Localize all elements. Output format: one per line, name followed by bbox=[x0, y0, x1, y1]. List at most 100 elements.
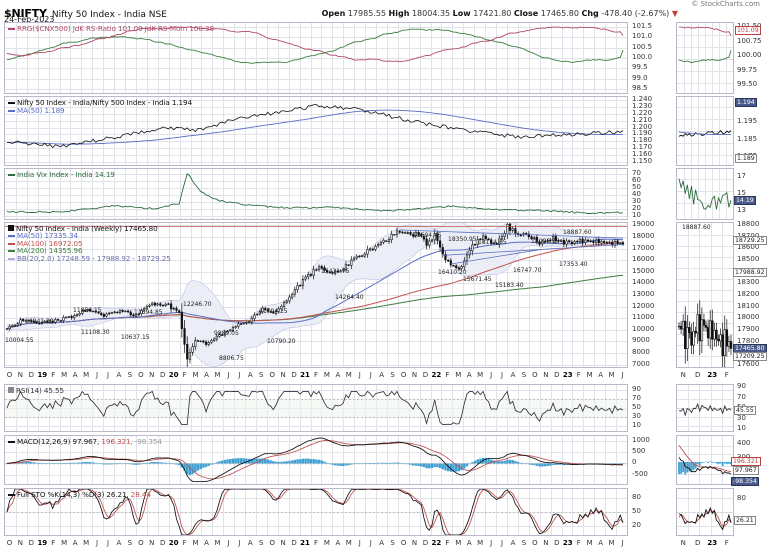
axis-tick: 80 bbox=[737, 494, 746, 502]
rsi-swatch bbox=[8, 387, 14, 393]
axis-tick: 16000 bbox=[632, 255, 655, 264]
xaxis-tick: M bbox=[345, 539, 352, 547]
xaxis-tick: A bbox=[466, 371, 472, 379]
bottom-xaxis: O N D 19 F M A M J J A S O N D 20 F M A M J J A S O N D 21 F M A M J J A S O… bbox=[4, 538, 628, 550]
xaxis-tick: O bbox=[6, 371, 13, 379]
xaxis-tick: J bbox=[358, 371, 361, 379]
price-annotation: 8806.75 bbox=[219, 355, 244, 362]
open-value: 17985.55 bbox=[347, 9, 386, 18]
mini-xaxis-bottom: N D 23 F bbox=[676, 538, 734, 550]
xaxis-tick: M bbox=[455, 539, 462, 547]
price-annotation: 14264.40 bbox=[335, 294, 364, 301]
axis-tick: 18000 bbox=[737, 313, 760, 322]
price-annotation: 18096.15 bbox=[531, 238, 560, 245]
low-value: 17421.80 bbox=[473, 9, 512, 18]
xaxis-tick: F bbox=[445, 371, 450, 379]
axis-tick: 50 bbox=[632, 403, 641, 411]
xaxis-tick: F bbox=[182, 371, 187, 379]
sto-k-value: 26.21, bbox=[106, 490, 129, 499]
price-bb-legend: BB(20,2.0) 17248.59 - 17988.92 - 18729.2… bbox=[8, 254, 171, 263]
xaxis-tick: S bbox=[127, 539, 133, 547]
rrg-mini-panel bbox=[676, 22, 734, 94]
chg-label: Chg bbox=[581, 9, 599, 18]
mini-xaxis-tick: N bbox=[680, 371, 686, 379]
xaxis-tick: D bbox=[291, 371, 297, 379]
xaxis-tick: F bbox=[182, 539, 187, 547]
price-annotation: 11108.30 bbox=[81, 329, 110, 336]
xaxis-tick: J bbox=[369, 539, 372, 547]
axis-tick: 400 bbox=[737, 439, 751, 447]
ratio-panel: Nifty 50 Index - India/Nifty 500 Index -… bbox=[4, 96, 628, 166]
axis-tick: 17900 bbox=[737, 325, 760, 333]
ohlc-quote-bar: Open 17985.55 High 18004.35 Low 17421.80… bbox=[322, 9, 678, 18]
axis-tick: 1.195 bbox=[737, 117, 758, 126]
axis-tick: 18300 bbox=[737, 278, 760, 287]
macd-swatch bbox=[8, 441, 15, 443]
xaxis-tick: D bbox=[422, 539, 429, 547]
axis-tick: 10 bbox=[632, 210, 641, 219]
high-value: 18004.35 bbox=[411, 9, 451, 18]
xaxis-tick: J bbox=[490, 371, 493, 379]
xaxis-tick: F bbox=[576, 371, 581, 379]
axis-tick: 1000 bbox=[632, 435, 650, 444]
rsi-value-badge: 45.55 bbox=[734, 406, 756, 415]
macd-line-badge: 97.967 bbox=[733, 466, 759, 475]
xaxis-tick: 23 bbox=[562, 539, 573, 547]
axis-tick: 101.5 bbox=[632, 22, 653, 31]
axis-tick: 8000 bbox=[632, 348, 650, 357]
symbol-description: Nifty 50 Index - India NSE bbox=[51, 10, 167, 20]
xaxis-tick: O bbox=[269, 539, 275, 547]
xaxis-tick: A bbox=[510, 539, 516, 547]
axis-tick: -500 bbox=[632, 469, 648, 478]
axis-tick: 100.5 bbox=[632, 42, 653, 51]
xaxis-tick: O bbox=[269, 371, 275, 379]
xaxis-tick: M bbox=[586, 371, 593, 379]
axis-tick: 30 bbox=[632, 412, 641, 421]
xaxis-tick: A bbox=[204, 371, 209, 379]
axis-tick: 20 bbox=[632, 520, 641, 529]
xaxis-tick: N bbox=[411, 539, 418, 547]
axis-tick: 1.240 bbox=[632, 95, 653, 104]
xaxis-tick: N bbox=[411, 371, 418, 379]
price-annotation: 15671.45 bbox=[463, 276, 492, 283]
xaxis-tick: J bbox=[621, 371, 624, 379]
xaxis-tick: M bbox=[192, 371, 199, 379]
xaxis-tick: M bbox=[61, 371, 68, 379]
xaxis-tick: M bbox=[608, 539, 615, 547]
axis-tick: 1.220 bbox=[632, 109, 653, 117]
xaxis-tick: F bbox=[313, 371, 319, 379]
rrg-panel: RRG($CNX500) JdK RS-Ratio 101.09 JdK RS-… bbox=[4, 22, 628, 94]
price-annotation: 18887.60 bbox=[563, 229, 592, 236]
price-ma100-legend: MA(100) 16972.05 bbox=[8, 239, 83, 248]
axis-tick: 14000 bbox=[632, 278, 655, 287]
xaxis-tick: F bbox=[576, 539, 581, 547]
axis-tick: 20 bbox=[632, 203, 641, 212]
symbol-ticker: $NIFTY bbox=[4, 7, 47, 20]
xaxis-tick: M bbox=[83, 539, 90, 547]
axis-tick: 70 bbox=[632, 169, 641, 178]
vix-legend: India Vix Index - India 14.19 bbox=[8, 170, 115, 179]
axis-tick: 1.210 bbox=[632, 115, 653, 124]
close-value: 17465.80 bbox=[540, 9, 579, 18]
xaxis-tick: D bbox=[28, 371, 35, 379]
axis-tick: 99.5 bbox=[632, 63, 648, 72]
price-annotation: 12246.70 bbox=[183, 301, 212, 308]
xaxis-tick: M bbox=[345, 371, 352, 379]
chart-date: 24-Feb-2023 bbox=[4, 15, 55, 24]
axis-tick: 13 bbox=[737, 206, 746, 214]
ratio-legend-swatch bbox=[8, 102, 15, 104]
macd-value-3: -98.354 bbox=[134, 437, 162, 446]
axis-tick: 50 bbox=[632, 507, 641, 515]
axis-tick: 99.0 bbox=[632, 73, 648, 82]
axis-tick: 11000 bbox=[632, 313, 655, 322]
xaxis-tick: D bbox=[28, 539, 35, 547]
xaxis-tick: 19 bbox=[37, 371, 48, 379]
rsi-panel: RSI(14) 45.55 bbox=[4, 384, 628, 432]
xaxis-tick: A bbox=[247, 539, 253, 547]
mini-xaxis-top: N D 23 F bbox=[676, 370, 734, 382]
xaxis-tick: O bbox=[400, 371, 407, 379]
axis-tick: 13000 bbox=[632, 290, 655, 298]
xaxis-tick: D bbox=[554, 539, 560, 547]
sto-d-value: 28.44 bbox=[130, 490, 151, 499]
rsi-legend: RSI(14) 45.55 bbox=[8, 386, 64, 395]
